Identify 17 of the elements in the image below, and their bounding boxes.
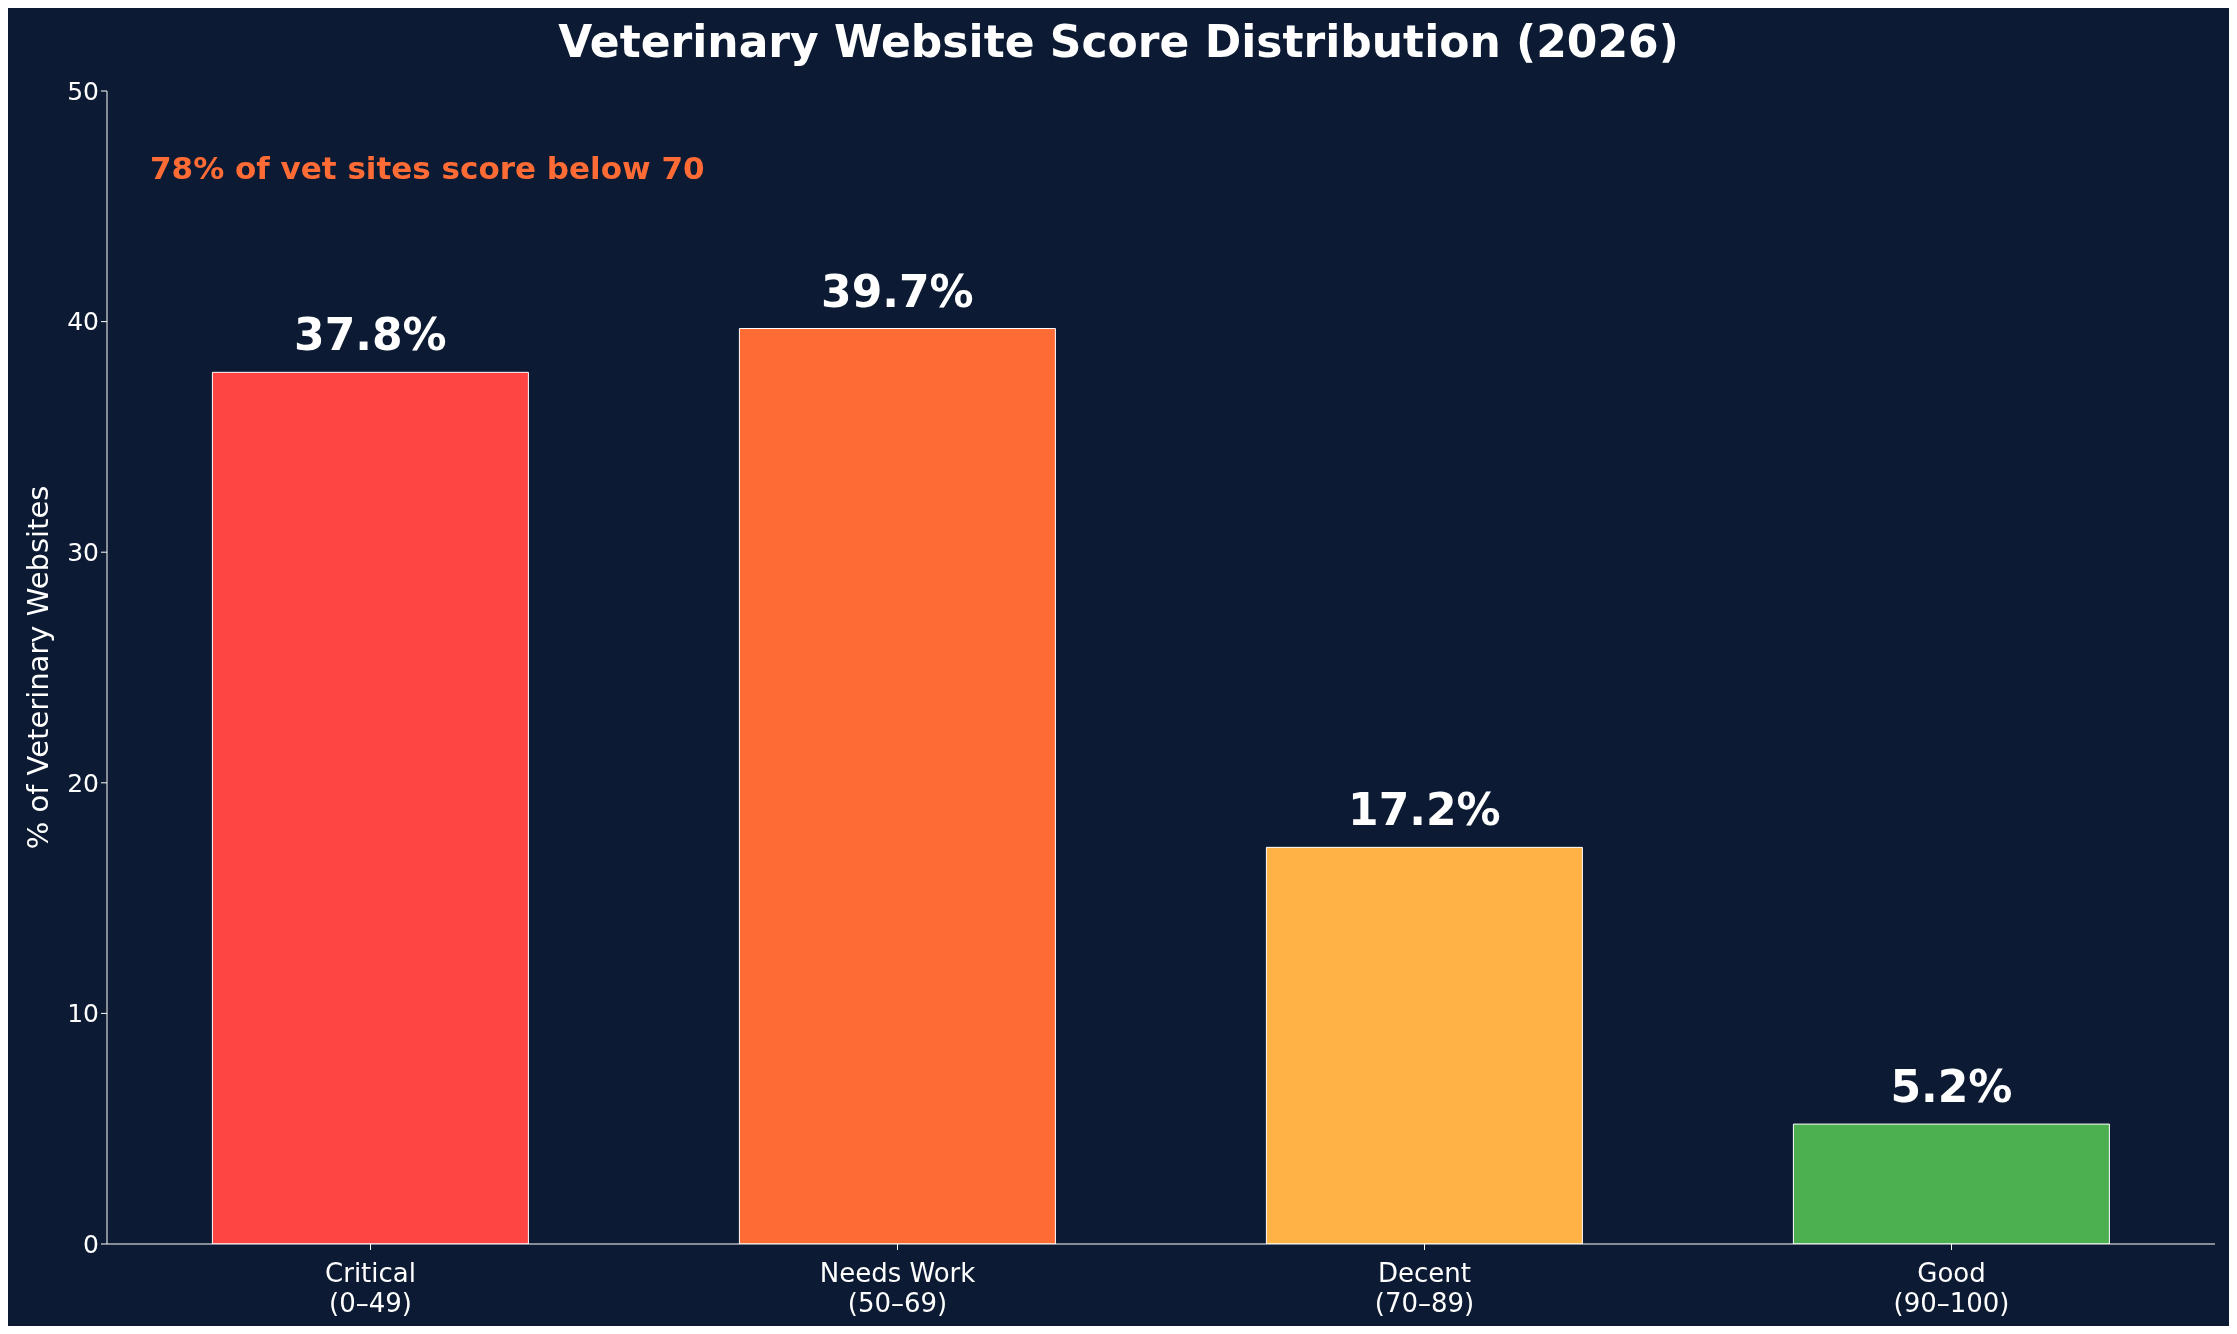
y-tick-label: 40 <box>67 307 99 337</box>
x-tick-label: Decent (70–89) <box>1374 1258 1475 1318</box>
chart-title: Veterinary Website Score Distribution (2026) <box>557 16 1680 67</box>
y-tick-label: 50 <box>67 76 99 106</box>
x-tick-label: Good (90–100) <box>1893 1258 2010 1318</box>
data-label: 39.7% <box>821 265 974 317</box>
x-tick-label: Critical (0–49) <box>325 1258 416 1318</box>
data-label: 5.2% <box>1890 1061 2013 1113</box>
data-label: 37.8% <box>294 309 447 361</box>
x-tick-label: Needs Work (50–69) <box>819 1258 976 1318</box>
y-tick-label: 30 <box>67 538 99 568</box>
data-label: 17.2% <box>1348 784 1501 836</box>
y-tick-label: 20 <box>67 768 99 798</box>
annotation: 78% of vet sites score below 70 <box>150 150 705 186</box>
y-tick-label: 0 <box>83 1229 99 1259</box>
y-axis-title: % of Veterinary Websites <box>21 485 56 850</box>
y-tick-label: 10 <box>67 999 99 1029</box>
